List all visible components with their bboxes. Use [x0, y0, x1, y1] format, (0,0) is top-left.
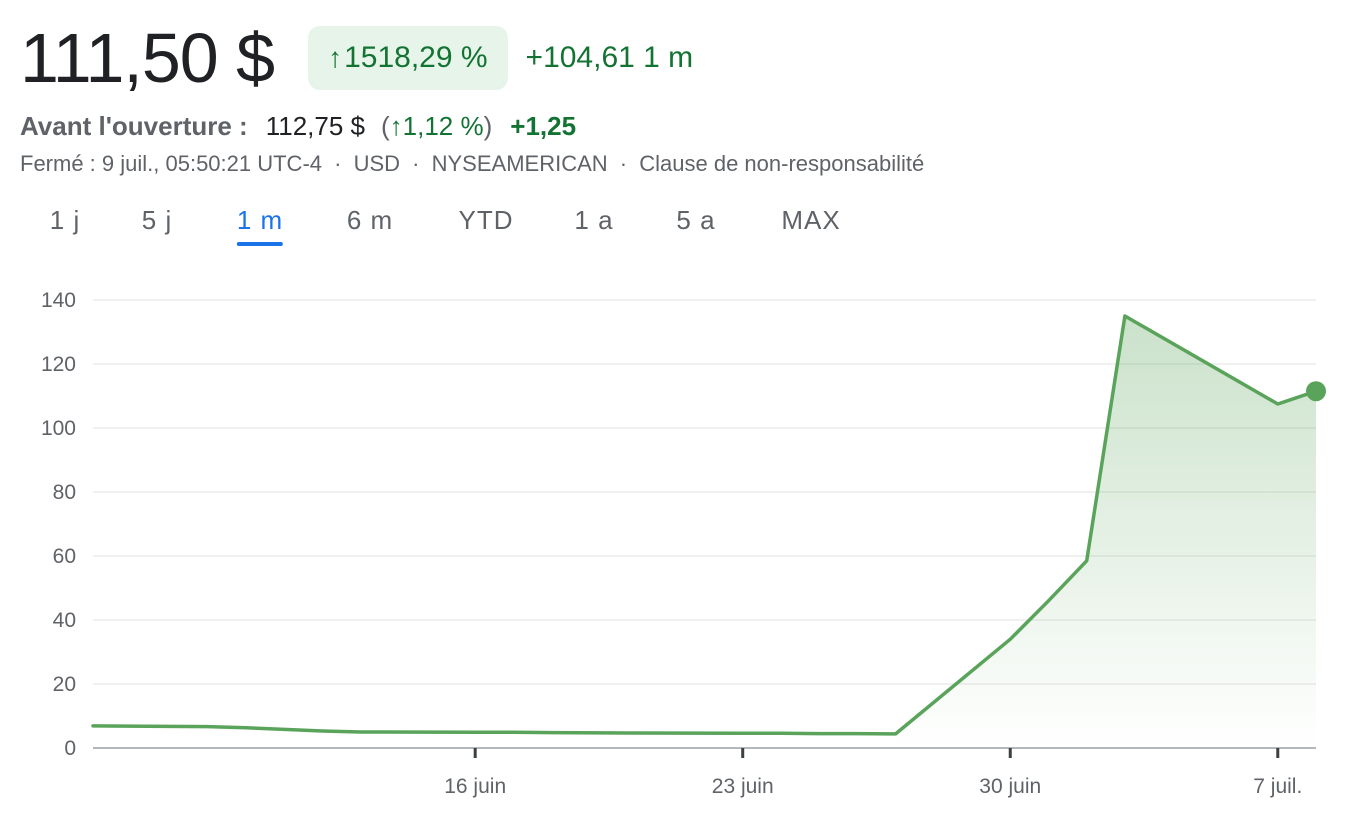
disclaimer-link[interactable]: Clause de non-responsabilité: [639, 151, 925, 176]
premarket-percent-value: 1,12 %: [402, 110, 484, 141]
market-status: Fermé : 9 juil., 05:50:21 UTC-4: [20, 151, 323, 176]
price-line: [91, 314, 1318, 736]
price-header: 111,50 $ ↑ 1518,29 % +104,61 1 m: [20, 18, 693, 98]
y-tick-label: 120: [41, 353, 76, 376]
y-tick-label: 140: [41, 289, 76, 312]
price-area: [895, 316, 1316, 748]
premarket-label: Avant l'ouverture :: [20, 110, 248, 141]
x-tick-label: 16 juin: [444, 775, 506, 798]
current-price: 111,50 $: [20, 19, 275, 97]
close-paren: ): [483, 110, 493, 141]
premarket-row: Avant l'ouverture : 112,75 $ (↑1,12 %) +…: [20, 106, 576, 146]
x-tick-label: 23 juin: [712, 775, 774, 798]
y-tick-label: 80: [53, 481, 76, 504]
tab-5-days[interactable]: 5 j: [141, 205, 173, 235]
change-percent: 1518,29 %: [344, 41, 488, 74]
separator: ·: [334, 151, 342, 176]
y-tick-label: 60: [53, 545, 76, 568]
separator: ·: [619, 151, 628, 176]
arrow-up-icon: ↑: [389, 110, 403, 141]
premarket-percent: (↑1,12 %): [381, 111, 492, 142]
separator: ·: [412, 151, 420, 176]
arrow-up-icon: ↑: [328, 42, 343, 73]
tab-max[interactable]: MAX: [781, 205, 841, 235]
tab-1-day[interactable]: 1 j: [49, 205, 81, 235]
change-percent-badge: ↑ 1518,29 %: [308, 26, 508, 90]
y-tick-label: 100: [41, 417, 76, 440]
premarket-change: +1,25: [510, 110, 577, 141]
tab-6-months[interactable]: 6 m: [346, 205, 394, 235]
open-paren: (: [380, 110, 390, 141]
price-chart[interactable]: 0 20 40 60 80 100 120 140 16 juin 23 juin 30 juin 7…: [0, 270, 1352, 810]
y-tick-label: 40: [53, 609, 76, 632]
y-tick-label: 0: [64, 737, 76, 760]
premarket-price: 112,75 $: [265, 110, 365, 141]
last-price-point[interactable]: [1306, 381, 1326, 402]
exchange: NYSEAMERICAN: [431, 151, 608, 176]
x-tick-label: 30 juin: [979, 775, 1041, 798]
tab-1-month[interactable]: 1 m: [236, 196, 284, 246]
currency: USD: [353, 151, 401, 176]
tab-ytd[interactable]: YTD: [458, 205, 514, 235]
y-tick-label: 20: [53, 673, 76, 696]
market-meta: Fermé : 9 juil., 05:50:21 UTC-4 · USD · …: [20, 148, 924, 180]
active-tab-indicator: [236, 242, 284, 246]
x-tick-label: 7 juil.: [1253, 775, 1302, 798]
change-absolute: +104,61 1 m: [525, 41, 694, 74]
tab-5-years[interactable]: 5 a: [676, 205, 716, 235]
tab-1-year[interactable]: 1 a: [574, 205, 614, 235]
